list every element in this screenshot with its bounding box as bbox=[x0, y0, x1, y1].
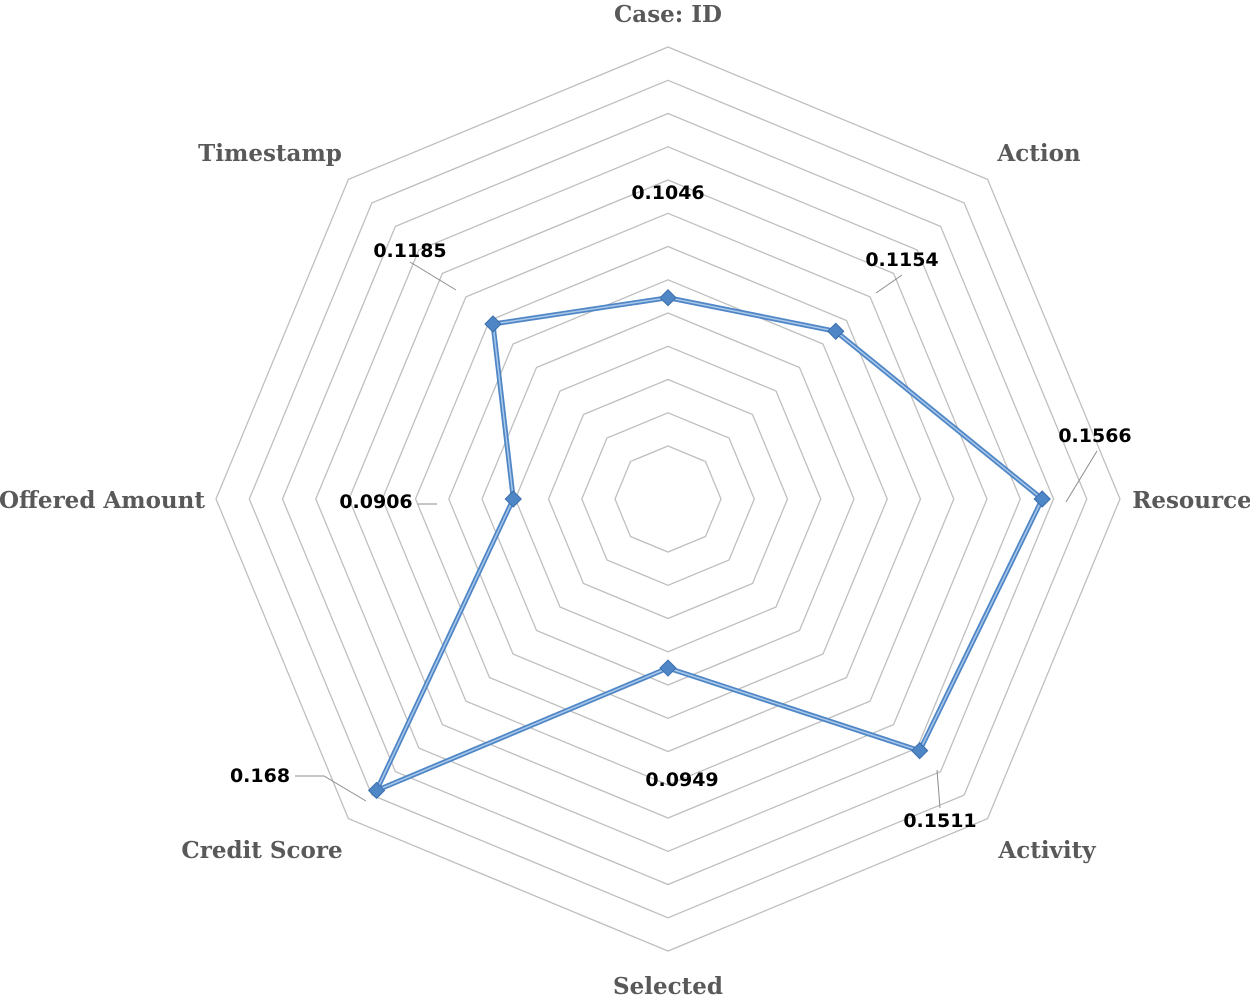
leader-lines bbox=[295, 261, 1098, 809]
leader-line bbox=[409, 261, 457, 291]
data-labels: 0.1046 0.1154 0.1566 0.1511 0.0949 0.168 0.090… bbox=[230, 182, 1132, 832]
series bbox=[367, 288, 1051, 800]
data-point-marker bbox=[659, 288, 677, 307]
grid-ring bbox=[448, 279, 889, 720]
axis-label: Timestamp bbox=[198, 140, 342, 167]
series-line bbox=[374, 295, 1045, 793]
data-label: 0.1154 bbox=[865, 249, 938, 271]
grid-ring bbox=[414, 245, 922, 753]
data-label: 0.168 bbox=[230, 765, 290, 787]
leader-line bbox=[1065, 450, 1098, 503]
leader-line bbox=[936, 769, 941, 809]
grid-ring bbox=[281, 112, 1055, 886]
series-line-highlight bbox=[375, 296, 1043, 792]
axis-label: Credit Score bbox=[181, 837, 342, 864]
data-point-marker bbox=[1033, 490, 1051, 508]
grid-ring bbox=[614, 445, 722, 553]
data-label: 0.0949 bbox=[645, 769, 718, 791]
grid-ring bbox=[348, 179, 988, 819]
leader-line bbox=[295, 775, 367, 802]
leader-line bbox=[875, 274, 903, 294]
axis-label: Action bbox=[996, 140, 1081, 167]
data-point-marker bbox=[659, 659, 677, 677]
grid-ring bbox=[547, 378, 789, 620]
data-label: 0.1566 bbox=[1058, 425, 1131, 447]
data-label: 0.1046 bbox=[631, 182, 704, 204]
grid-ring bbox=[481, 312, 855, 686]
data-label: 0.1185 bbox=[373, 240, 446, 262]
data-label: 0.1511 bbox=[903, 810, 976, 832]
axis-label: Selected bbox=[613, 973, 723, 999]
data-point-marker bbox=[827, 322, 845, 340]
axis-label: Offered Amount bbox=[0, 487, 205, 514]
data-point-marker bbox=[504, 490, 522, 508]
axis-label: Activity bbox=[997, 837, 1096, 864]
grid-ring bbox=[248, 79, 1088, 919]
grid-ring bbox=[315, 146, 1022, 853]
grid-ring bbox=[514, 345, 822, 653]
data-point-marker bbox=[910, 741, 929, 760]
grid-ring bbox=[215, 46, 1121, 952]
data-point-marker bbox=[367, 781, 386, 800]
data-point-marker bbox=[484, 315, 502, 333]
grid-ring bbox=[581, 412, 756, 587]
grid bbox=[215, 46, 1121, 952]
axis-label: Resource bbox=[1132, 487, 1250, 514]
data-label: 0.0906 bbox=[339, 491, 412, 513]
axis-label: Case: ID bbox=[614, 1, 722, 28]
grid-ring bbox=[381, 212, 955, 786]
